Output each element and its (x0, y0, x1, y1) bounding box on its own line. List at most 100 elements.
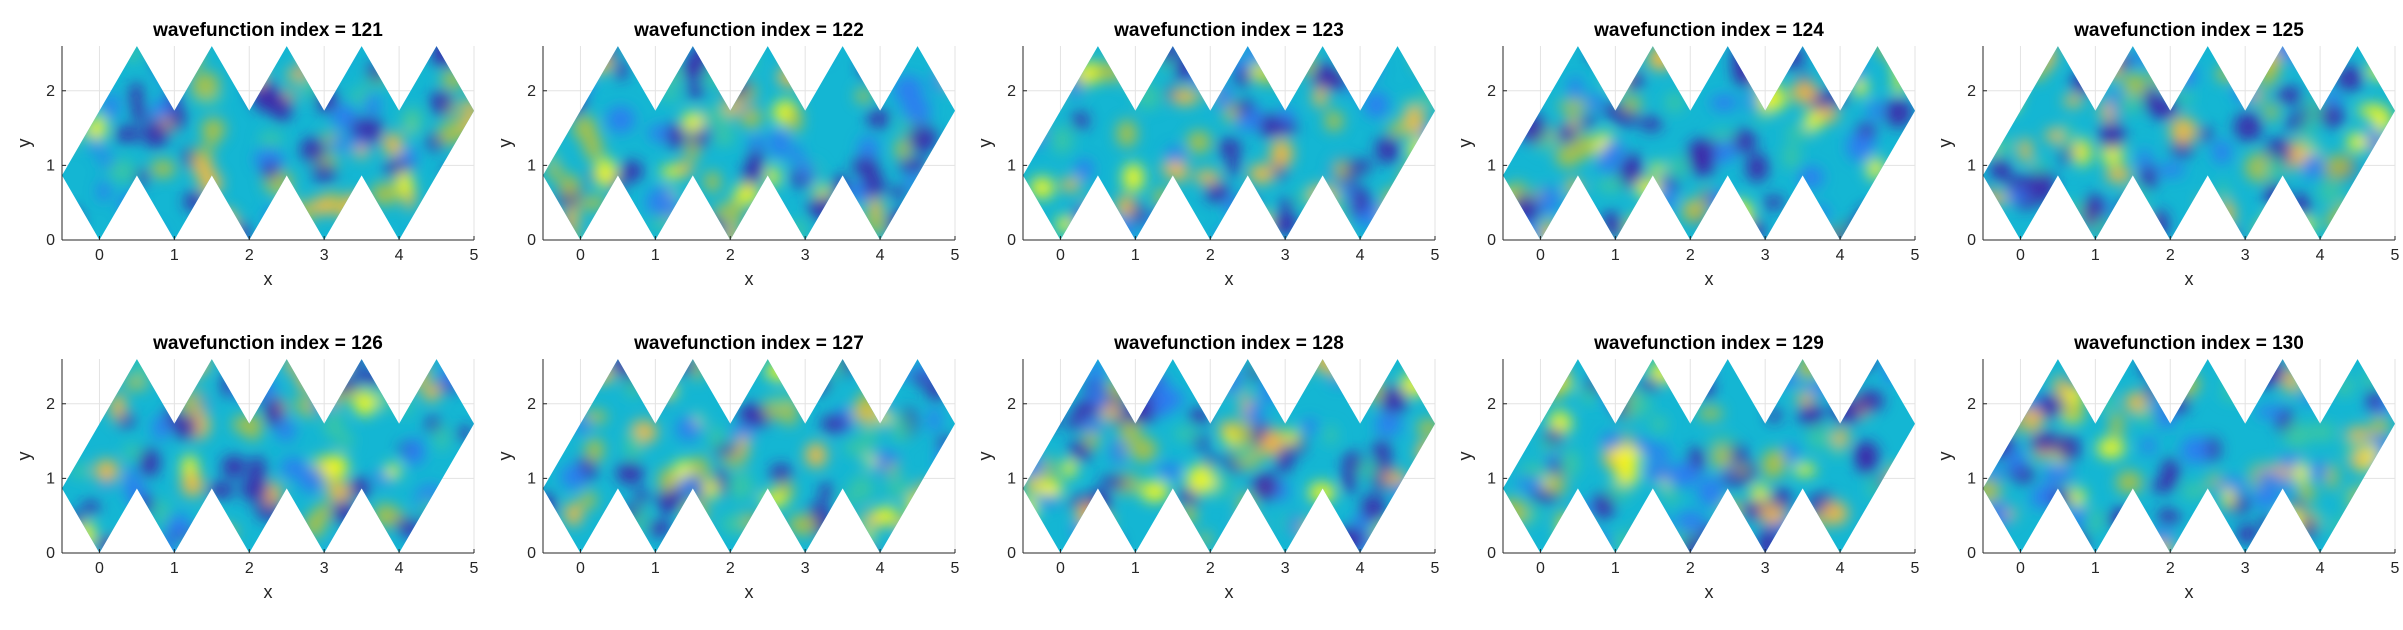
field-blob (2111, 229, 2130, 240)
field-blob (1720, 472, 1750, 486)
field-blob (138, 224, 165, 240)
field-blob (1121, 64, 1148, 91)
field-blob (1227, 57, 1250, 71)
field-blob (456, 426, 473, 441)
field-blob (440, 362, 463, 388)
field-blob (128, 527, 144, 548)
x-tick-label: 4 (876, 247, 885, 264)
field-blob (1215, 82, 1232, 111)
y-axis-label: y (14, 139, 34, 148)
y-tick-label: 0 (1007, 232, 1016, 249)
field-blob (86, 370, 100, 385)
field-blob (327, 359, 348, 374)
field-blob (139, 448, 160, 477)
field-blob (172, 414, 199, 439)
field-blob (2287, 499, 2306, 516)
field-blob (1380, 206, 1396, 224)
field-blob (1623, 215, 1645, 240)
field-blob (1284, 429, 1300, 446)
field-blob (929, 168, 953, 188)
field-blob (915, 516, 943, 538)
field-blob (1275, 445, 1294, 474)
x-tick-label: 3 (320, 560, 329, 577)
field-blob (1600, 432, 1624, 450)
subplot-title: wavefunction index = 126 (152, 333, 383, 354)
field-blob (1503, 359, 1525, 382)
field-blob (1558, 99, 1588, 113)
field-blob (1675, 511, 1706, 533)
field-blob (1312, 86, 1328, 108)
x-tick-label: 3 (2241, 247, 2250, 264)
field-blob (1086, 489, 1111, 515)
field-blob (1857, 205, 1883, 224)
field-blob (68, 208, 81, 235)
field-blob (1798, 513, 1824, 535)
field-blob (70, 51, 94, 75)
field-blob (1152, 225, 1172, 240)
field-blob (725, 221, 739, 240)
field-blob (2030, 486, 2054, 509)
field-blob (1072, 518, 1085, 541)
field-blob (81, 500, 100, 515)
field-blob (819, 482, 832, 503)
x-tick-label: 0 (576, 560, 585, 577)
field-blob (704, 171, 721, 193)
x-axis-label: x (2185, 582, 2194, 602)
field-blob (883, 363, 913, 380)
field-blob (594, 46, 617, 63)
field-blob (1884, 190, 1912, 207)
field-blob (2024, 63, 2048, 81)
field-blob (623, 359, 644, 374)
wavefunction-field (1503, 46, 1915, 240)
field-blob (1215, 229, 1231, 240)
field-blob (79, 359, 93, 376)
field-blob (1360, 494, 1386, 522)
field-blob (1099, 476, 1130, 489)
field-blob (300, 137, 327, 162)
field-blob (1415, 170, 1434, 192)
field-blob (1251, 359, 1281, 373)
field-blob (460, 99, 474, 118)
field-blob (65, 46, 84, 57)
field-blob (70, 359, 90, 379)
field-blob (552, 218, 568, 239)
field-blob (593, 222, 606, 240)
field-blob (649, 375, 677, 403)
field-blob (666, 122, 687, 149)
field-blob (310, 397, 334, 412)
field-blob (2067, 531, 2090, 553)
field-blob (1540, 220, 1559, 240)
x-tick-label: 3 (320, 247, 329, 264)
field-blob (1793, 463, 1816, 477)
field-blob (1318, 201, 1331, 227)
x-tick-label: 1 (1131, 560, 1140, 577)
field-blob (1796, 359, 1823, 380)
y-axis-label: y (1455, 452, 1475, 461)
field-blob (855, 88, 872, 103)
field-blob (1513, 56, 1534, 85)
field-blob (1643, 188, 1660, 218)
field-blob (97, 180, 111, 202)
field-blob (124, 467, 138, 494)
field-blob (94, 537, 118, 552)
x-tick-label: 2 (1206, 247, 1215, 264)
field-blob (1292, 359, 1310, 374)
field-blob (847, 519, 863, 535)
field-blob (276, 420, 296, 442)
field-blob (729, 425, 757, 439)
y-tick-label: 2 (1487, 396, 1496, 413)
field-blob (1274, 69, 1293, 86)
y-axis-label: y (495, 452, 515, 461)
field-blob (898, 157, 928, 173)
field-blob (2193, 530, 2207, 546)
field-blob (1109, 216, 1134, 240)
field-blob (413, 533, 429, 553)
field-blob (1122, 359, 1153, 378)
field-blob (877, 411, 892, 425)
field-blob (2160, 458, 2180, 486)
field-blob (1329, 359, 1357, 379)
field-blob (168, 103, 186, 130)
field-blob (1260, 64, 1273, 86)
y-tick-label: 2 (1967, 83, 1976, 100)
field-blob (1520, 463, 1549, 479)
